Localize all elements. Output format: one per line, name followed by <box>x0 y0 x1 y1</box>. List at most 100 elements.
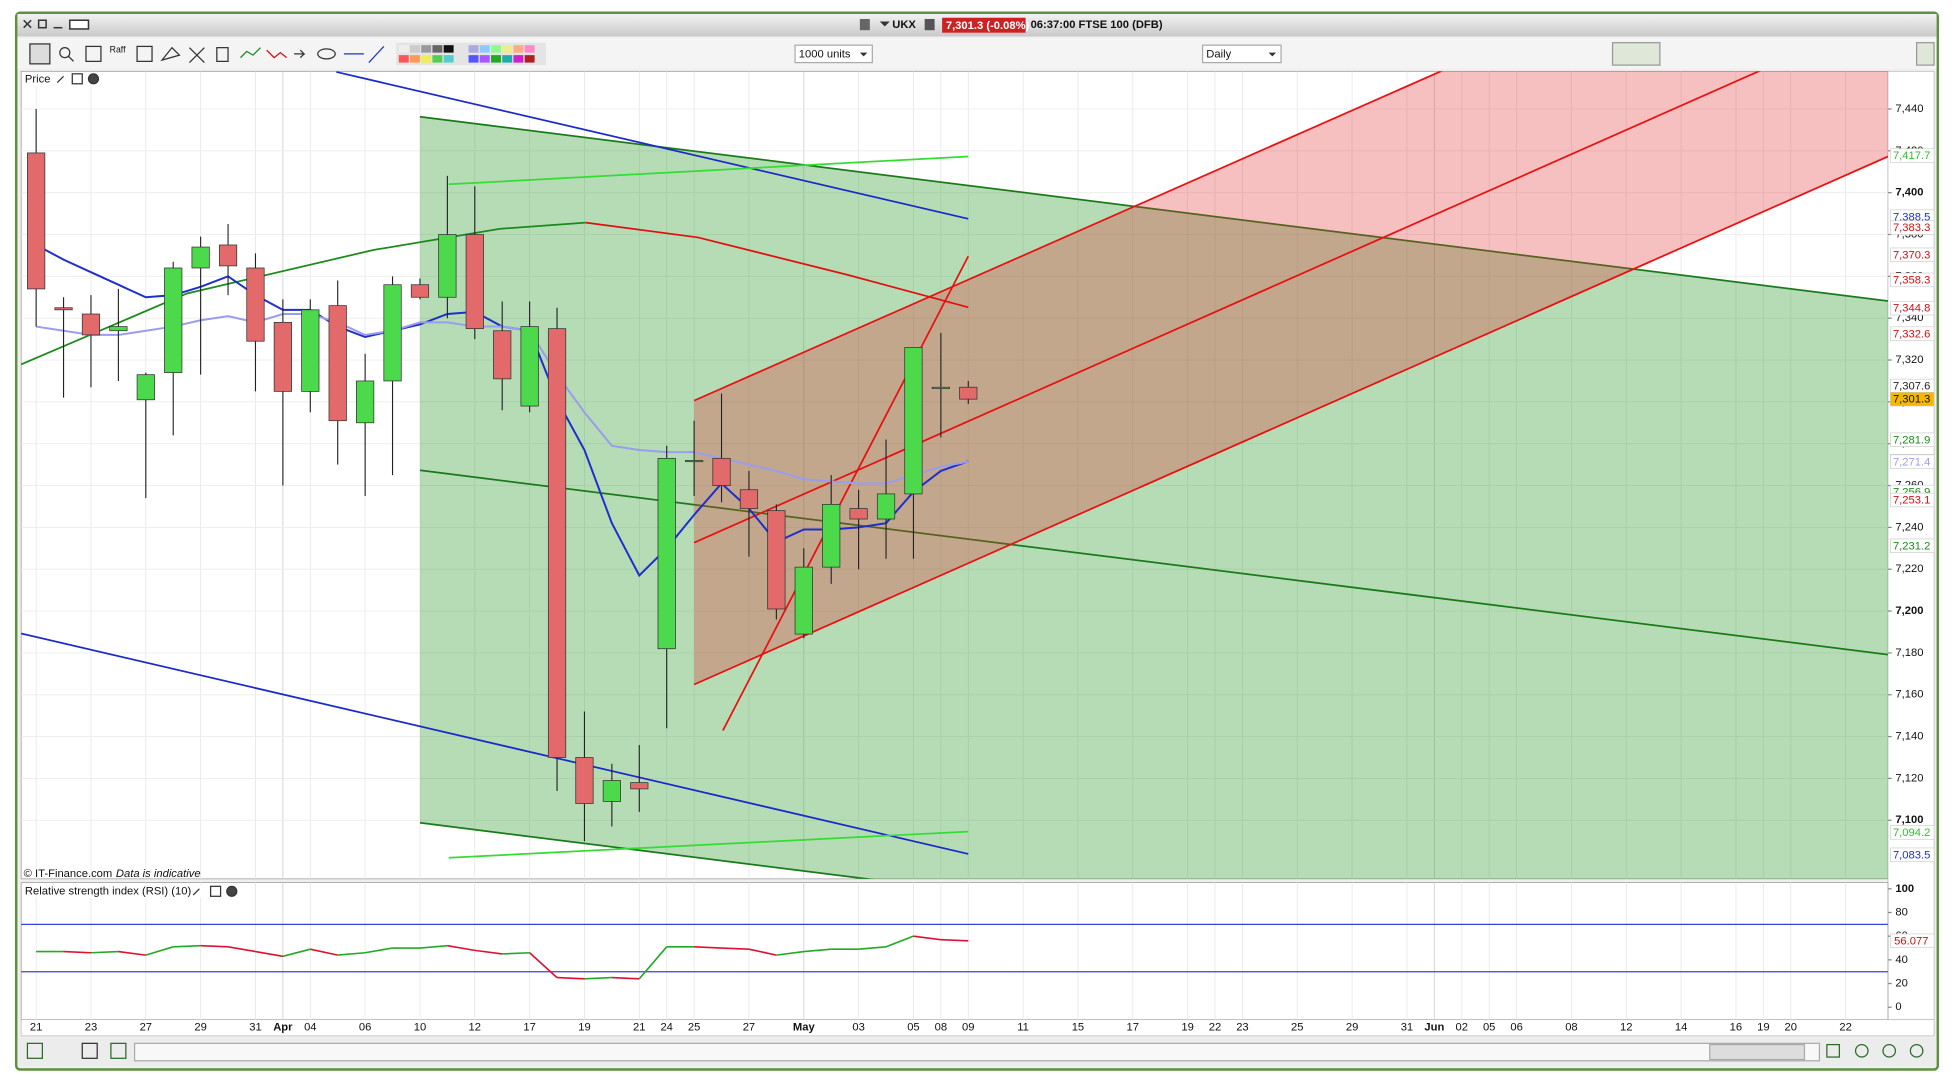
units-select[interactable] <box>794 44 873 64</box>
x-tick-label: 05 <box>1483 1022 1495 1034</box>
trend-line <box>722 255 970 731</box>
price-label-box <box>1890 847 1935 862</box>
candle-body <box>575 757 594 804</box>
candle-body <box>630 782 649 790</box>
candle-body <box>547 328 567 758</box>
price-panel-controls[interactable] <box>56 73 100 85</box>
rsi-segment <box>173 944 201 948</box>
phone-icon[interactable] <box>859 18 870 31</box>
x-tick-label: 25 <box>1291 1022 1303 1034</box>
price-label-box <box>1890 492 1935 508</box>
price-label: 7,332.6 <box>1893 328 1930 340</box>
candle-body <box>136 374 155 401</box>
candle-body <box>410 284 430 298</box>
candle-body <box>383 284 402 382</box>
status: 06:37:00 FTSE 100 (DFB) <box>1031 19 1163 31</box>
candle-body <box>465 234 484 330</box>
toolbar-tools[interactable] <box>29 43 385 65</box>
y-tick-label: 7,140 <box>1895 731 1923 743</box>
candle-body <box>849 508 868 520</box>
price-label-box <box>1890 220 1935 235</box>
side-button[interactable] <box>1915 42 1935 66</box>
candle-body <box>931 386 950 389</box>
y-tick-label: 7,200 <box>1895 605 1923 617</box>
x-tick-label: 17 <box>523 1022 535 1034</box>
grid <box>21 71 1888 1020</box>
color-palette[interactable] <box>396 42 546 66</box>
rsi-panel-controls[interactable] <box>192 885 238 897</box>
rsi-panel <box>20 882 1889 1021</box>
trend-line <box>448 155 969 186</box>
rsi-segment <box>145 946 174 956</box>
zoom-tools[interactable] <box>1826 1043 1924 1058</box>
channel-band <box>419 116 1888 879</box>
x-tick-label: 11 <box>1017 1022 1029 1034</box>
candle-body <box>520 326 539 407</box>
channel-edge <box>693 155 1888 686</box>
price-panel <box>20 70 1889 880</box>
x-tick-label: May <box>793 1022 816 1034</box>
x-tick-label: 23 <box>1236 1022 1248 1034</box>
rsi-header <box>22 883 242 898</box>
price-label: 7,253.1 <box>1893 495 1930 507</box>
disclaimer: Data is indicative <box>116 868 201 880</box>
x-tick-label: 12 <box>1620 1022 1632 1034</box>
x-tick-label: 17 <box>1127 1022 1139 1034</box>
tool-label[interactable]: Raff <box>110 44 126 54</box>
candle-body <box>438 234 457 298</box>
x-tick-label: 05 <box>907 1022 919 1034</box>
rsi-segment <box>227 946 256 953</box>
rsi-segment <box>90 950 119 954</box>
candle-body <box>301 309 320 392</box>
x-tick-label: 19 <box>578 1022 590 1034</box>
window-controls[interactable] <box>23 19 90 30</box>
rsi-segment <box>557 976 585 980</box>
scrollbar[interactable] <box>133 1042 1821 1062</box>
rsi-segment <box>940 938 969 942</box>
x-tick-label: 06 <box>1510 1022 1522 1034</box>
candle-body <box>794 566 813 635</box>
rsi-segment <box>584 976 612 980</box>
candle-body <box>602 780 621 802</box>
dropdown-arrow[interactable] <box>879 21 890 27</box>
interval-arrow <box>1268 52 1277 57</box>
candles <box>27 108 978 842</box>
scroll-thumb[interactable] <box>1709 1043 1806 1061</box>
candle-body <box>109 326 128 332</box>
price-title: Price <box>25 73 51 85</box>
rsi-segment <box>694 946 722 949</box>
x-tick-label: 31 <box>249 1022 261 1034</box>
rsi-segment <box>913 935 941 941</box>
candle-body <box>739 489 759 509</box>
channel-band <box>694 71 1888 685</box>
trend-line <box>693 71 1761 544</box>
rsi-segment <box>255 950 284 958</box>
y-tick-label: 7,120 <box>1895 772 1923 784</box>
info-icon[interactable] <box>924 18 935 31</box>
y-tick-label: 7,220 <box>1895 563 1923 575</box>
x-tick-label: 25 <box>688 1022 700 1034</box>
interval-select[interactable] <box>1201 44 1282 64</box>
candle-body <box>246 267 265 342</box>
units: 1000 units <box>799 48 851 60</box>
quote-box <box>942 17 1026 33</box>
rsi-segment <box>748 948 777 956</box>
candle-body <box>767 510 786 610</box>
price-label-box <box>1890 432 1935 447</box>
rsi-y-tick-label: 100 <box>1895 883 1914 895</box>
rsi-y-tick-label: 80 <box>1895 906 1907 918</box>
x-tick-label: 27 <box>743 1022 755 1034</box>
candle-body <box>191 246 210 269</box>
x-tick-label: 10 <box>414 1022 426 1034</box>
copyright: © IT-Finance.com <box>24 868 113 880</box>
price-label: 7,301.3 <box>1893 394 1930 406</box>
price-label: 7,358.3 <box>1893 274 1930 286</box>
bottom-tools[interactable] <box>26 1042 127 1059</box>
price-label: 7,307.6 <box>1893 381 1930 393</box>
rsi-segment <box>447 944 475 952</box>
x-tick-label: 29 <box>1346 1022 1358 1034</box>
price-label: 7,383.3 <box>1893 222 1930 234</box>
x-tick-label: Jun <box>1424 1022 1444 1034</box>
chart-style-button[interactable] <box>1611 42 1661 66</box>
channel-edge <box>419 821 874 879</box>
